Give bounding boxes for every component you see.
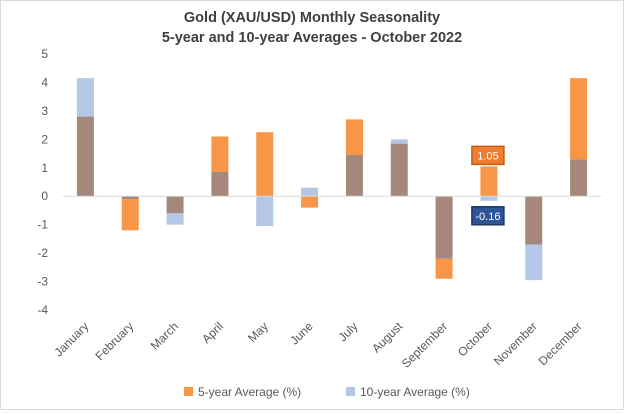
y-axis: 5 4 3 2 1 0 -1 -2 -3 -4 <box>37 47 48 317</box>
legend-label-10yr: 10-year Average (%) <box>360 385 470 399</box>
bar-overlap <box>211 172 229 197</box>
x-tick-label: September <box>399 319 450 370</box>
y-tick-label: -1 <box>37 218 48 232</box>
y-tick-label: 4 <box>41 75 48 89</box>
bar-5yr <box>480 166 498 197</box>
bar-10yr <box>301 187 319 197</box>
y-tick-label: -4 <box>37 303 48 317</box>
bar-10yr <box>390 139 408 144</box>
legend-label-5yr: 5-year Average (%) <box>198 385 301 399</box>
y-tick-label: 0 <box>41 189 48 203</box>
callout-box <box>471 206 505 226</box>
y-tick-label: 1 <box>41 161 48 175</box>
y-tick-label: 2 <box>41 132 48 146</box>
x-tick-label: October <box>455 319 495 359</box>
x-tick-label: March <box>148 319 181 352</box>
y-tick-label: 5 <box>41 47 48 61</box>
x-tick-label: June <box>287 319 316 348</box>
bar-overlap <box>435 196 453 259</box>
y-tick-label: -3 <box>37 275 48 289</box>
y-tick-label: -2 <box>37 246 48 260</box>
x-tick-label: April <box>199 319 226 346</box>
bar-overlap <box>525 196 543 245</box>
bar-5yr <box>256 132 274 197</box>
bar-overlap <box>345 154 363 197</box>
x-tick-label: July <box>336 319 361 344</box>
x-tick-label: February <box>93 319 137 363</box>
bar-10yr <box>76 78 94 117</box>
callouts: 1.05 -0.16 <box>471 145 505 226</box>
bar-overlap <box>390 143 408 197</box>
callout-label: 1.05 <box>477 150 498 162</box>
bar-overlap <box>76 116 94 197</box>
legend: 5-year Average (%) 10-year Average (%) <box>184 385 470 399</box>
chart-title: Gold (XAU/USD) Monthly Seasonality <box>184 10 440 26</box>
bar-5yr <box>211 136 229 173</box>
bar-10yr <box>525 244 543 281</box>
legend-swatch-10yr <box>346 387 355 396</box>
bar-5yr <box>570 78 588 160</box>
bar-5yr <box>301 196 319 208</box>
bar-overlap <box>570 159 588 197</box>
bar-10yr <box>480 196 498 201</box>
bar-10yr <box>166 213 184 225</box>
x-tick-label: August <box>369 319 406 356</box>
bar-5yr <box>345 119 363 155</box>
x-tick-label: May <box>245 319 271 345</box>
x-axis: January February March April May June July Augu… <box>51 319 584 371</box>
y-tick-label: 3 <box>41 104 48 118</box>
x-tick-label: December <box>536 319 585 368</box>
callout-box <box>471 145 505 166</box>
callout-label: -0.16 <box>475 211 500 223</box>
x-tick-label: November <box>491 319 540 368</box>
bar-5yr <box>121 199 139 231</box>
bars <box>76 78 588 281</box>
bar-5yr <box>435 258 453 279</box>
bar-10yr <box>256 196 274 227</box>
chart-subtitle: 5-year and 10-year Averages - October 20… <box>162 30 462 46</box>
bar-overlap <box>121 196 139 200</box>
legend-swatch-5yr <box>184 387 193 396</box>
bar-overlap <box>166 196 184 214</box>
x-tick-label: January <box>51 319 91 359</box>
